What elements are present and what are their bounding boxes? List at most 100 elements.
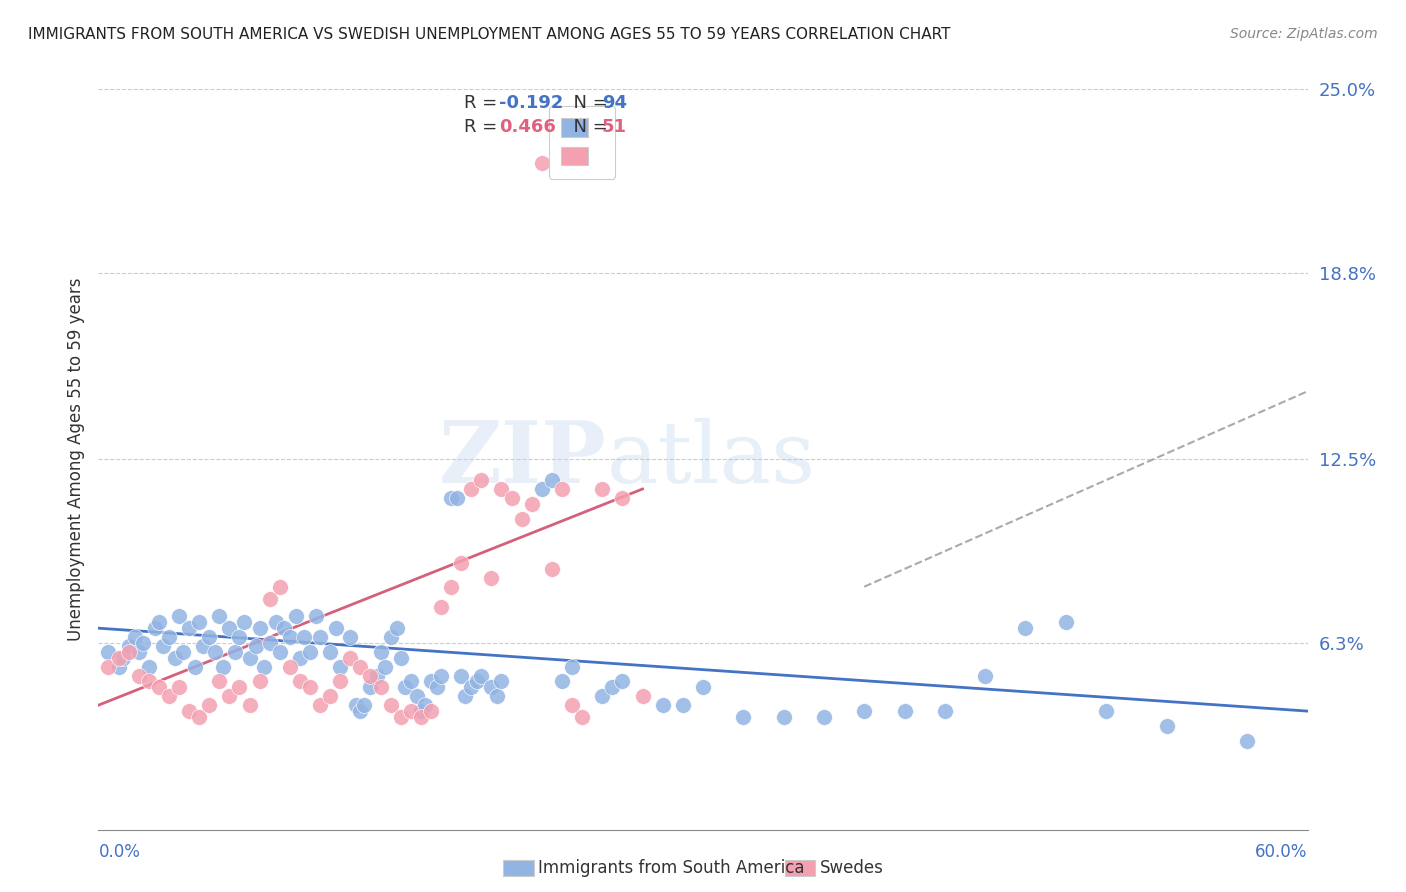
Point bbox=[212, 659, 235, 673]
Point bbox=[491, 674, 513, 689]
Point bbox=[374, 659, 396, 673]
Point bbox=[239, 698, 262, 713]
Point bbox=[394, 681, 416, 695]
Point bbox=[651, 698, 673, 713]
Point bbox=[1054, 615, 1077, 630]
Point bbox=[97, 659, 120, 673]
Text: 94: 94 bbox=[602, 94, 627, 112]
Point bbox=[561, 659, 583, 673]
Point bbox=[349, 659, 371, 673]
Point bbox=[446, 491, 468, 505]
Point bbox=[163, 650, 186, 665]
Point bbox=[284, 609, 307, 624]
Point bbox=[253, 659, 276, 673]
Point bbox=[143, 621, 166, 635]
Point bbox=[465, 674, 488, 689]
Point bbox=[974, 668, 997, 682]
Point bbox=[450, 556, 472, 570]
Point bbox=[273, 621, 295, 635]
Point bbox=[385, 621, 408, 635]
Text: Swedes: Swedes bbox=[820, 859, 883, 877]
Point bbox=[551, 674, 574, 689]
Text: Source: ZipAtlas.com: Source: ZipAtlas.com bbox=[1230, 27, 1378, 41]
Point bbox=[208, 609, 231, 624]
Text: 0.0%: 0.0% bbox=[98, 843, 141, 861]
Point bbox=[571, 710, 593, 724]
Point bbox=[107, 650, 129, 665]
Point bbox=[813, 710, 835, 724]
Point bbox=[177, 621, 201, 635]
Point bbox=[520, 497, 543, 511]
Point bbox=[893, 704, 915, 718]
Point bbox=[591, 482, 613, 496]
Point bbox=[409, 704, 432, 718]
Text: Immigrants from South America: Immigrants from South America bbox=[538, 859, 806, 877]
Text: R =: R = bbox=[464, 118, 503, 136]
Point bbox=[107, 659, 129, 673]
Point bbox=[1014, 621, 1036, 635]
Point bbox=[309, 698, 332, 713]
Point bbox=[264, 615, 287, 630]
Point bbox=[530, 482, 553, 496]
Point bbox=[1156, 719, 1178, 733]
Point bbox=[366, 668, 388, 682]
Point bbox=[481, 571, 503, 585]
Point bbox=[419, 704, 441, 718]
Point bbox=[501, 491, 523, 505]
Point bbox=[430, 600, 453, 615]
Point bbox=[228, 630, 250, 644]
Point bbox=[380, 630, 402, 644]
Point bbox=[612, 674, 634, 689]
Point bbox=[399, 674, 422, 689]
Point bbox=[299, 645, 322, 659]
Point bbox=[733, 710, 755, 724]
Point bbox=[157, 630, 180, 644]
Point bbox=[198, 698, 221, 713]
Point bbox=[454, 690, 477, 704]
Text: -0.192: -0.192 bbox=[499, 94, 564, 112]
Point bbox=[370, 681, 392, 695]
Point bbox=[491, 482, 513, 496]
Point bbox=[232, 615, 254, 630]
Point bbox=[1236, 733, 1258, 747]
Point bbox=[380, 698, 402, 713]
Point bbox=[239, 650, 262, 665]
Point bbox=[148, 615, 170, 630]
Point bbox=[198, 630, 221, 644]
Point bbox=[152, 639, 174, 653]
Text: atlas: atlas bbox=[606, 417, 815, 501]
Point bbox=[389, 710, 412, 724]
Point bbox=[259, 591, 281, 606]
Point bbox=[118, 639, 141, 653]
Point bbox=[440, 491, 463, 505]
Point bbox=[772, 710, 794, 724]
Point bbox=[278, 659, 301, 673]
Point bbox=[325, 621, 347, 635]
Point bbox=[259, 636, 281, 650]
Point bbox=[124, 630, 146, 644]
Point bbox=[97, 645, 120, 659]
Point bbox=[138, 674, 160, 689]
Text: 60.0%: 60.0% bbox=[1256, 843, 1308, 861]
Point bbox=[188, 710, 211, 724]
Point bbox=[389, 650, 412, 665]
Point bbox=[288, 650, 311, 665]
Point bbox=[470, 668, 492, 682]
Point bbox=[167, 681, 190, 695]
Point bbox=[540, 473, 562, 487]
Point bbox=[138, 659, 160, 673]
Point bbox=[204, 645, 226, 659]
Text: 51: 51 bbox=[602, 118, 627, 136]
Point bbox=[426, 681, 449, 695]
Point bbox=[450, 668, 472, 682]
Point bbox=[561, 698, 583, 713]
Point bbox=[184, 659, 207, 673]
Point bbox=[481, 681, 503, 695]
Point bbox=[409, 710, 432, 724]
Point bbox=[292, 630, 315, 644]
Point bbox=[188, 615, 211, 630]
Point bbox=[510, 511, 533, 525]
Point bbox=[540, 562, 562, 576]
Point bbox=[118, 645, 141, 659]
Point bbox=[612, 491, 634, 505]
